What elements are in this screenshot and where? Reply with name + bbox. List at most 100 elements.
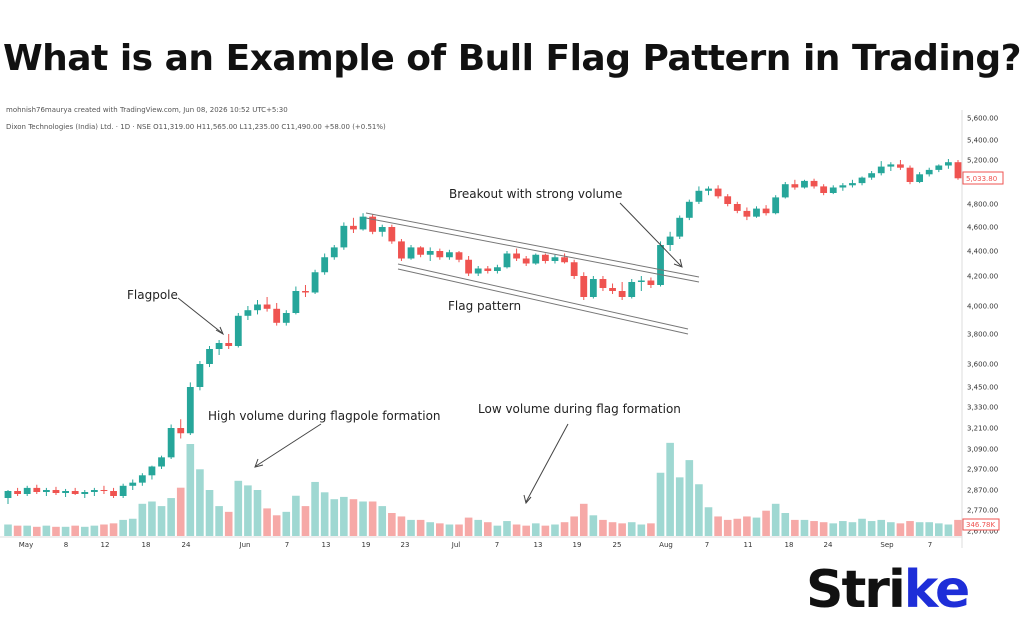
candle: [877, 161, 885, 176]
annotation-arrows: [177, 202, 683, 505]
candle: [657, 241, 664, 287]
volume-bar: [474, 519, 483, 536]
candle: [244, 306, 252, 320]
volume-bar: [349, 499, 358, 536]
candle: [407, 245, 415, 260]
candle: [829, 185, 837, 195]
volume-bar: [23, 525, 31, 536]
candle: [426, 247, 434, 261]
annotation-breakout: Breakout with strong volume: [449, 187, 622, 201]
time-axis: May 8 12 18 24 Jun 7 13 19 23 Jul 7 13 19 25 Aug 7 11 18 24…: [19, 541, 932, 549]
volume-bar: [359, 501, 367, 536]
y-tick-label: 5,400.00: [967, 137, 998, 145]
candle: [350, 217, 357, 233]
volume-bar: [935, 523, 943, 536]
x-tick-label: 13: [322, 541, 331, 549]
volume-bar: [397, 516, 406, 536]
y-tick-label: 5,200.00: [967, 157, 998, 165]
candle: [954, 160, 962, 180]
volume-bar: [762, 510, 770, 536]
volume-bar: [579, 503, 588, 536]
volume-bar: [368, 501, 377, 536]
candle: [513, 248, 520, 261]
volume-bar: [896, 523, 905, 536]
candle: [647, 277, 655, 288]
volume-bar: [253, 490, 262, 536]
x-tick-label: 12: [101, 541, 110, 549]
annotation-high-volume: High volume during flagpole formation: [208, 409, 441, 423]
x-tick-label: Jun: [239, 541, 251, 549]
volume-bars: [4, 442, 962, 536]
volume-bar: [503, 521, 511, 536]
brand-mark: ke: [903, 560, 970, 620]
candle: [705, 186, 712, 196]
volume-bar: [263, 508, 271, 536]
x-tick-label: 24: [182, 541, 191, 549]
y-tick-label: 4,200.00: [967, 273, 998, 281]
candle: [417, 246, 425, 258]
x-tick-label: 18: [142, 541, 151, 549]
candle: [628, 279, 636, 299]
candle: [551, 254, 559, 264]
volume-bar: [282, 511, 291, 536]
x-tick-label: 7: [285, 541, 289, 549]
candle: [196, 361, 204, 391]
candle: [23, 485, 31, 496]
candle: [71, 487, 79, 495]
candle: [753, 206, 760, 218]
candle: [503, 251, 511, 269]
candle: [522, 256, 530, 266]
volume-bar: [839, 521, 847, 536]
x-tick-label: 7: [705, 541, 709, 549]
y-tick-label: 2,770.00: [967, 507, 998, 515]
x-tick-label: 11: [744, 541, 753, 549]
volume-bar: [311, 481, 319, 536]
volume-bar: [829, 523, 838, 536]
x-tick-label: 8: [64, 541, 68, 549]
candle: [916, 172, 924, 184]
candle: [858, 176, 866, 186]
volume-bar: [906, 521, 914, 536]
annotation-flagpole: Flagpole: [127, 288, 178, 302]
y-tick-label: 4,800.00: [967, 201, 998, 209]
volume-bar: [32, 526, 41, 536]
y-tick-label: 2,870.00: [967, 487, 998, 495]
headline: What is an Example of Bull Flag Pattern …: [2, 38, 1022, 79]
volume-bar: [100, 524, 108, 536]
candle: [839, 183, 847, 191]
candle: [225, 334, 233, 349]
volume-bar: [944, 524, 953, 536]
x-tick-label: May: [19, 541, 33, 549]
volume-bar: [128, 518, 137, 536]
y-tick-label: 3,800.00: [967, 331, 998, 339]
candle: [772, 195, 780, 215]
last-price-value: 5,033.80: [966, 175, 997, 183]
flag-channel: [365, 212, 700, 335]
candle: [398, 239, 405, 261]
brand-logo: Strike: [806, 560, 970, 620]
y-tick-label: 5,600.00: [967, 115, 998, 123]
creator-credit: mohnish76maurya created with TradingView…: [6, 106, 288, 114]
y-tick-label: 3,330.00: [967, 404, 998, 412]
volume-bar: [656, 472, 665, 536]
last-volume-value: 346.78K: [966, 521, 995, 529]
volume-bar: [685, 460, 694, 536]
candle: [580, 272, 588, 300]
candle: [81, 490, 89, 498]
candle: [906, 165, 914, 185]
volume-bar: [723, 519, 732, 536]
volume-bar: [618, 523, 626, 536]
volume-bar: [493, 525, 502, 536]
volume-bar: [867, 521, 876, 536]
candle: [609, 283, 616, 294]
candle: [42, 487, 50, 496]
candle: [743, 207, 751, 221]
volume-bar: [819, 522, 828, 536]
volume-bar: [666, 442, 674, 536]
volume-bar: [743, 516, 751, 536]
volume-bar: [388, 513, 396, 536]
x-tick-label: Aug: [659, 541, 673, 549]
candle: [695, 186, 703, 204]
volume-bar: [215, 506, 223, 536]
